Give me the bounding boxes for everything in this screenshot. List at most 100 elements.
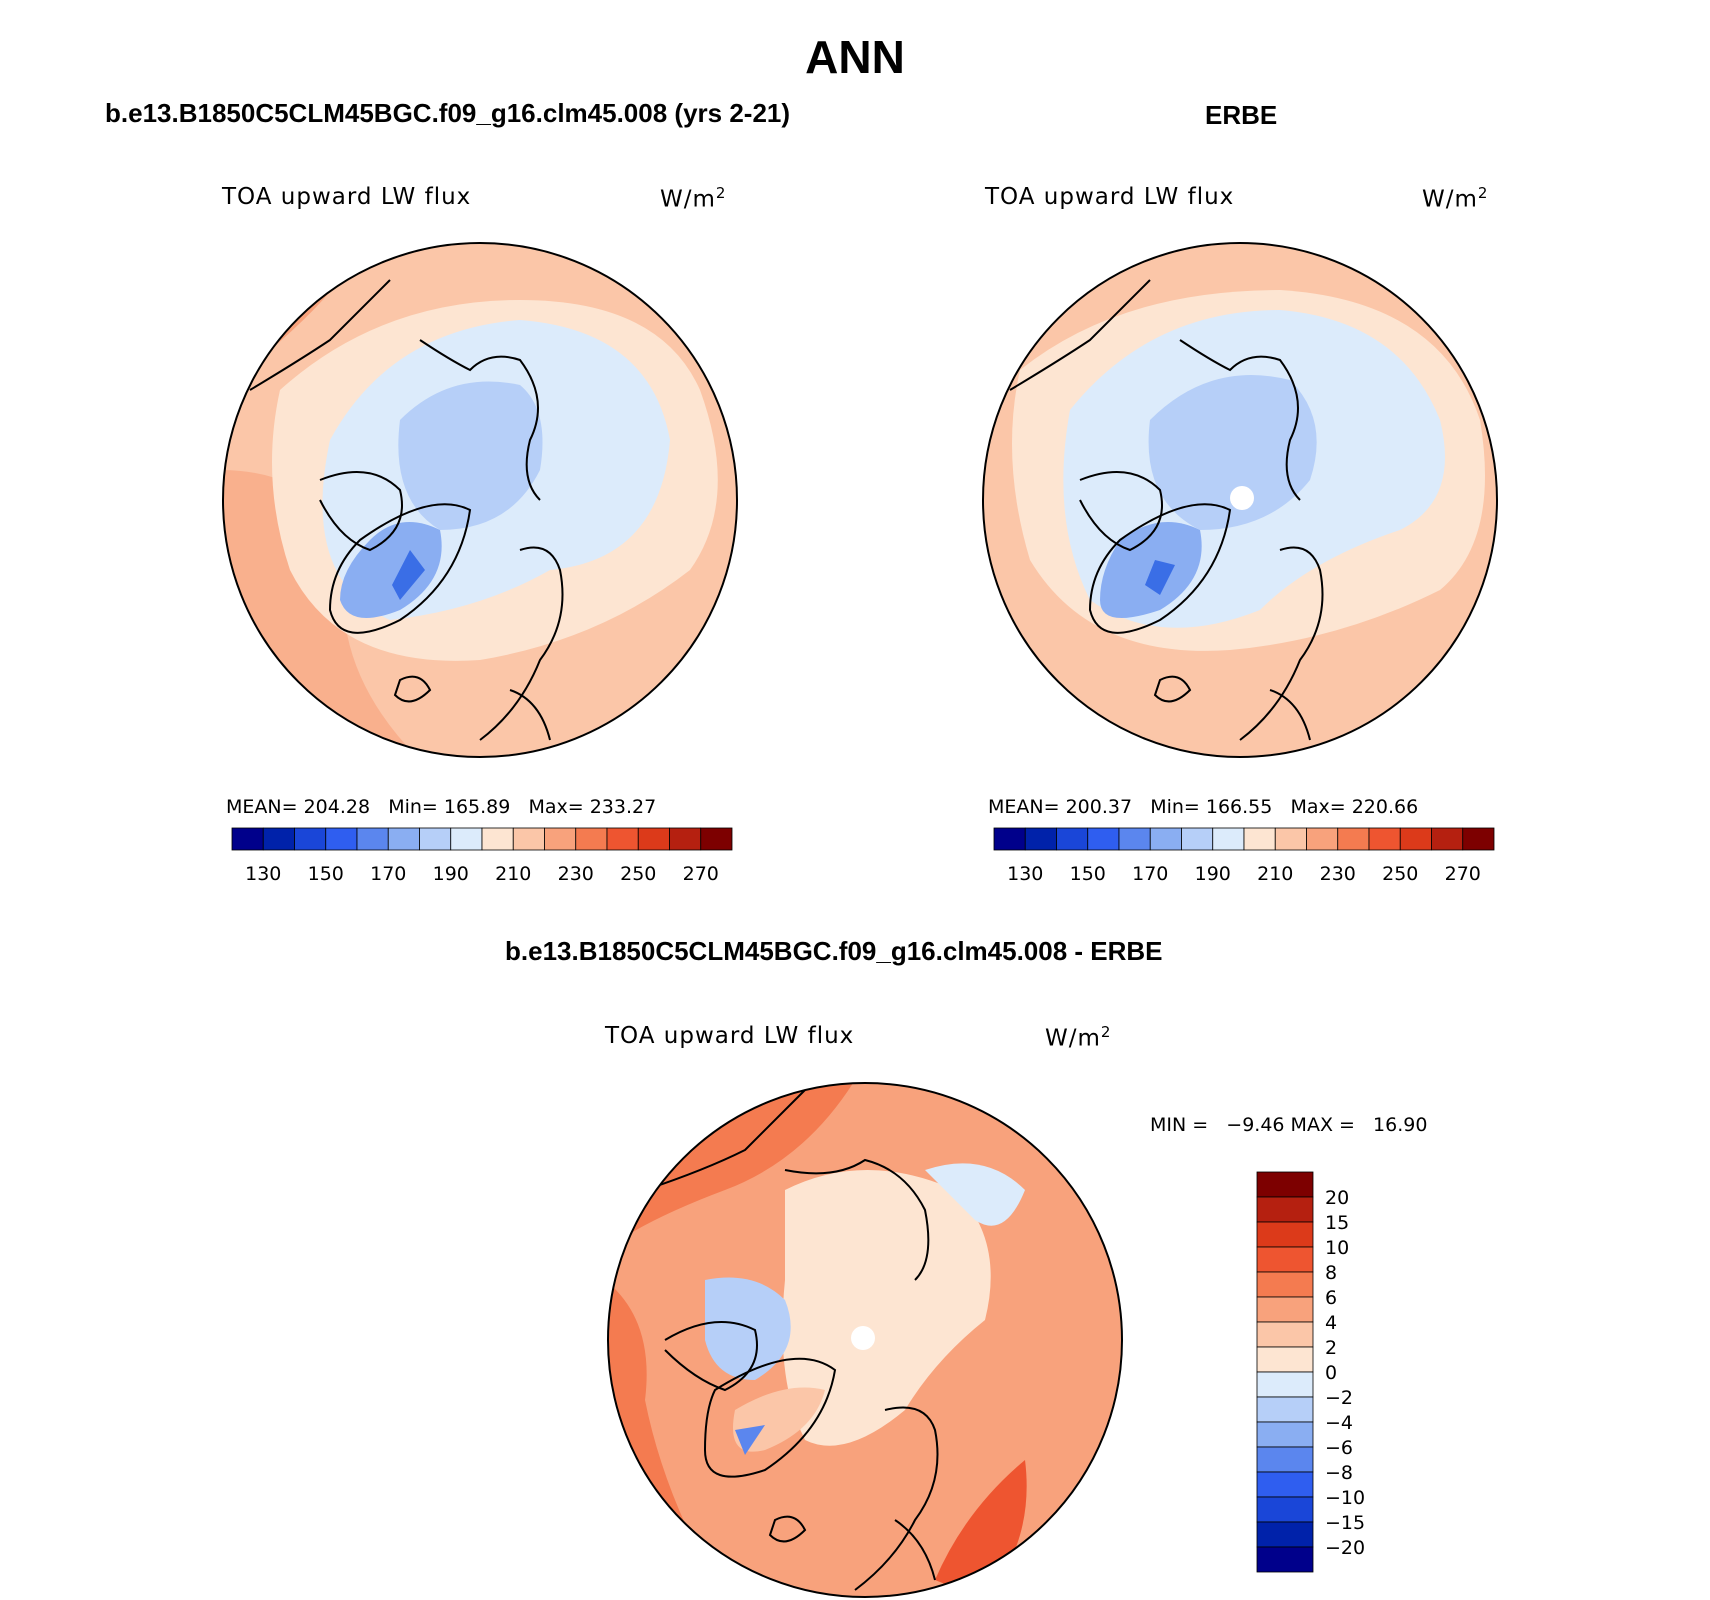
diff-colorbar-tick-label: 0 — [1325, 1362, 1337, 1384]
panel-1-mean: MEAN= 204.28 — [226, 796, 371, 818]
diff-colorbar-swatch — [1256, 1496, 1314, 1523]
diff-colorbar-tick-label: −2 — [1325, 1387, 1353, 1409]
panel-2-colorbar-swatch — [1306, 827, 1339, 851]
panel-2-variable-label: TOA upward LW flux — [985, 184, 1235, 210]
panel-1-colorbar-swatch — [325, 827, 358, 851]
diff-colorbar-tick-label: 2 — [1325, 1337, 1337, 1359]
diff-colorbar-swatch — [1256, 1521, 1314, 1548]
panel-2-units-label: W/m2 — [1422, 184, 1489, 213]
panel-1-colorbar-swatch — [450, 827, 483, 851]
diff-colorbar-swatch — [1256, 1246, 1314, 1273]
diff-colorbar-tick-label: −20 — [1325, 1537, 1365, 1559]
panel-1-colorbar-swatch — [387, 827, 420, 851]
diff-colorbar-tick-label: 8 — [1325, 1262, 1337, 1284]
panel-1-colorbar-tick-label: 250 — [620, 863, 656, 885]
diff-colorbar-tick-label: 4 — [1325, 1312, 1337, 1334]
figure-title: ANN — [805, 31, 905, 83]
diff-colorbar-tick-label: −10 — [1325, 1487, 1365, 1509]
panel-2-colorbar-tick-label: 170 — [1132, 863, 1168, 885]
panel-2-min: Min= 166.55 — [1150, 796, 1273, 818]
diff-colorbar-swatch — [1256, 1421, 1314, 1448]
panel-2-stats: MEAN= 200.37 Min= 166.55 Max= 220.66 — [988, 796, 1418, 818]
diff-colorbar-swatch — [1256, 1271, 1314, 1298]
diff-colorbar-swatch — [1256, 1296, 1314, 1323]
diff-colorbar-swatch — [1256, 1546, 1314, 1573]
panel-2-colorbar-swatch — [1056, 827, 1089, 851]
panel-1-colorbar: 130 150 170 190 210 230 250 270 — [231, 827, 733, 885]
panel-1-colorbar-swatch — [700, 827, 733, 851]
diff-colorbar-tick-label: −6 — [1325, 1437, 1353, 1459]
diff-colorbar-tick-label: −4 — [1325, 1412, 1353, 1434]
panel-2-colorbar-swatch — [1024, 827, 1057, 851]
panel-2-mean: MEAN= 200.37 — [988, 796, 1133, 818]
panel-1-stats: MEAN= 204.28 Min= 165.89 Max= 233.27 — [226, 796, 656, 818]
panel-1-colorbar-swatch — [481, 827, 514, 851]
panel-2-colorbar-swatch — [1462, 827, 1495, 851]
panel-1-colorbar-swatch — [231, 827, 264, 851]
panel-1-units-label: W/m2 — [660, 184, 727, 213]
diff-colorbar-swatch — [1256, 1446, 1314, 1473]
panel-1-variable-label: TOA upward LW flux — [222, 184, 472, 210]
panel-1-colorbar-tick-label: 270 — [683, 863, 719, 885]
panel-1-colorbar-swatch — [419, 827, 452, 851]
panel-2-colorbar-swatch — [1087, 827, 1120, 851]
diff-colorbar-tick-label: −15 — [1325, 1512, 1365, 1534]
panel-2-colorbar-swatch — [1212, 827, 1245, 851]
diff-panel-minmax: MIN = −9.46 MAX = 16.90 — [1150, 1114, 1428, 1136]
panel-1-colorbar-tick-label: 150 — [308, 863, 344, 885]
panel-1-colorbar-swatch — [606, 827, 639, 851]
diff-panel-variable-label: TOA upward LW flux — [605, 1023, 855, 1049]
panel-2-colorbar-tick-label: 210 — [1257, 863, 1293, 885]
diff-panel-polar-map — [607, 1082, 1123, 1598]
panel-2-colorbar: 130 150 170 190 210 230 250 270 — [993, 827, 1495, 885]
panel-2-colorbar-tick-label: 190 — [1195, 863, 1231, 885]
diff-colorbar-swatch — [1256, 1471, 1314, 1498]
panel-1-colorbar-swatch — [294, 827, 327, 851]
panel-1-colorbar-swatch — [544, 827, 577, 851]
panel-1-colorbar-tick-label: 230 — [558, 863, 594, 885]
diff-colorbar-swatch — [1256, 1371, 1314, 1398]
panel-1-colorbar-tick-label: 170 — [370, 863, 406, 885]
diff-panel-case-title: b.e13.B1850C5CLM45BGC.f09_g16.clm45.008 … — [505, 936, 1163, 966]
panel-2-colorbar-tick-label: 230 — [1320, 863, 1356, 885]
panel-2-colorbar-swatch — [1337, 827, 1370, 851]
panel-2-colorbar-swatch — [1368, 827, 1401, 851]
diff-colorbar-swatch — [1256, 1196, 1314, 1223]
panel-1-case-title: b.e13.B1850C5CLM45BGC.f09_g16.clm45.008 … — [105, 98, 791, 128]
panel-1-colorbar-tick-label: 130 — [245, 863, 281, 885]
panel-1-colorbar-swatch — [262, 827, 295, 851]
panel-2-colorbar-tick-label: 250 — [1382, 863, 1418, 885]
panel-1-colorbar-swatch — [575, 827, 608, 851]
panel-1-min: Min= 165.89 — [388, 796, 511, 818]
panel-1-colorbar-swatch — [512, 827, 545, 851]
panel-2-colorbar-swatch — [993, 827, 1026, 851]
panel-2-colorbar-swatch — [1181, 827, 1214, 851]
panel-1-colorbar-swatch — [637, 827, 670, 851]
diff-colorbar-tick-label: 20 — [1325, 1187, 1349, 1209]
panel-2-max: Max= 220.66 — [1290, 796, 1419, 818]
panel-2-polar-map — [982, 242, 1498, 758]
diff-colorbar-tick-label: 15 — [1325, 1212, 1349, 1234]
panel-2-colorbar-swatch — [1118, 827, 1151, 851]
panel-2-colorbar-tick-label: 130 — [1007, 863, 1043, 885]
panel-2-colorbar-tick-label: 150 — [1070, 863, 1106, 885]
panel-1-max: Max= 233.27 — [528, 796, 657, 818]
panel-2-colorbar-swatch — [1274, 827, 1307, 851]
diff-colorbar-swatch — [1256, 1221, 1314, 1248]
diff-colorbar-swatch — [1256, 1396, 1314, 1423]
panel-2-colorbar-swatch — [1243, 827, 1276, 851]
panel-2-case-title: ERBE — [1205, 100, 1278, 130]
panel-2-colorbar-swatch — [1399, 827, 1432, 851]
diff-colorbar-swatch — [1256, 1321, 1314, 1348]
diff-colorbar-tick-label: 10 — [1325, 1237, 1349, 1259]
panel-2-colorbar-swatch — [1149, 827, 1182, 851]
panel-2-colorbar-swatch — [1431, 827, 1464, 851]
diff-colorbar-tick-label: 6 — [1325, 1287, 1337, 1309]
diff-colorbar-swatch — [1256, 1171, 1314, 1198]
panel-1-colorbar-swatch — [669, 827, 702, 851]
panel-2-colorbar-tick-label: 270 — [1445, 863, 1481, 885]
diff-colorbar-tick-label: −8 — [1325, 1462, 1353, 1484]
diff-panel-units-label: W/m2 — [1045, 1023, 1112, 1052]
panel-1-colorbar-tick-label: 190 — [433, 863, 469, 885]
